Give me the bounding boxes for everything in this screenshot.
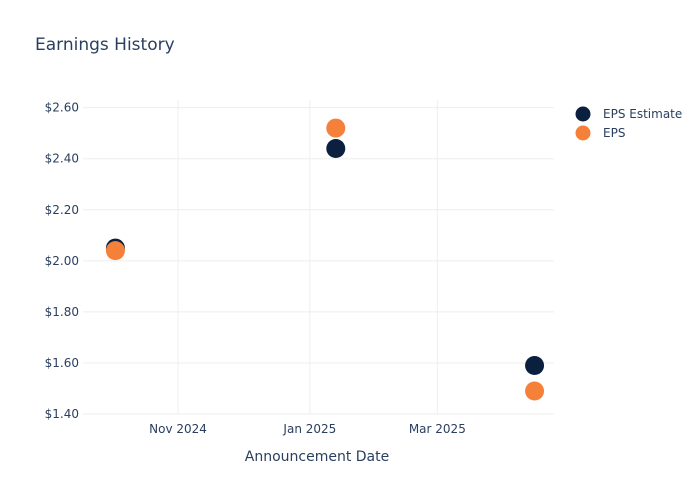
y-tick-label: $1.60 bbox=[45, 356, 79, 370]
x-tick-label: Jan 2025 bbox=[282, 422, 336, 436]
data-point-eps-estimate: EPS Estimate: 1.59 bbox=[525, 355, 545, 375]
legend-marker bbox=[575, 106, 591, 122]
data-point-eps: EPS: 2.04 bbox=[105, 241, 125, 261]
legend[interactable]: EPS Estimate EPS bbox=[575, 106, 683, 141]
legend-marker bbox=[575, 125, 591, 141]
grid bbox=[83, 100, 554, 415]
y-tick-label: $2.20 bbox=[45, 203, 79, 217]
y-tick-label: $2.60 bbox=[45, 101, 79, 115]
chart-title: Earnings History bbox=[35, 35, 175, 55]
x-tick-label: Nov 2024 bbox=[149, 422, 207, 436]
data-point-eps: EPS: 2.52 bbox=[326, 118, 346, 138]
data-points: EPS Estimate: 2.05EPS Estimate: 2.44EPS … bbox=[105, 118, 545, 401]
legend-item[interactable]: EPS bbox=[575, 125, 626, 141]
y-tick-label: $1.40 bbox=[45, 407, 79, 421]
x-axis-ticks: Nov 2024 Jan 2025 Mar 2025 bbox=[149, 422, 466, 436]
legend-label: EPS Estimate bbox=[603, 107, 682, 121]
data-point-eps: EPS: 1.49 bbox=[525, 381, 545, 401]
y-tick-label: $2.00 bbox=[45, 254, 79, 268]
data-point-eps-estimate: EPS Estimate: 2.44 bbox=[326, 139, 346, 159]
y-tick-label: $1.80 bbox=[45, 305, 79, 319]
legend-item[interactable]: EPS Estimate bbox=[575, 106, 683, 122]
legend-label: EPS bbox=[603, 126, 625, 140]
y-tick-label: $2.40 bbox=[45, 152, 79, 166]
y-axis-ticks: $1.40 $1.60 $1.80 $2.00 $2.20 $2.40 $2.60 bbox=[45, 101, 79, 421]
x-axis-title: Announcement Date bbox=[245, 449, 389, 465]
x-tick-label: Mar 2025 bbox=[409, 422, 466, 436]
